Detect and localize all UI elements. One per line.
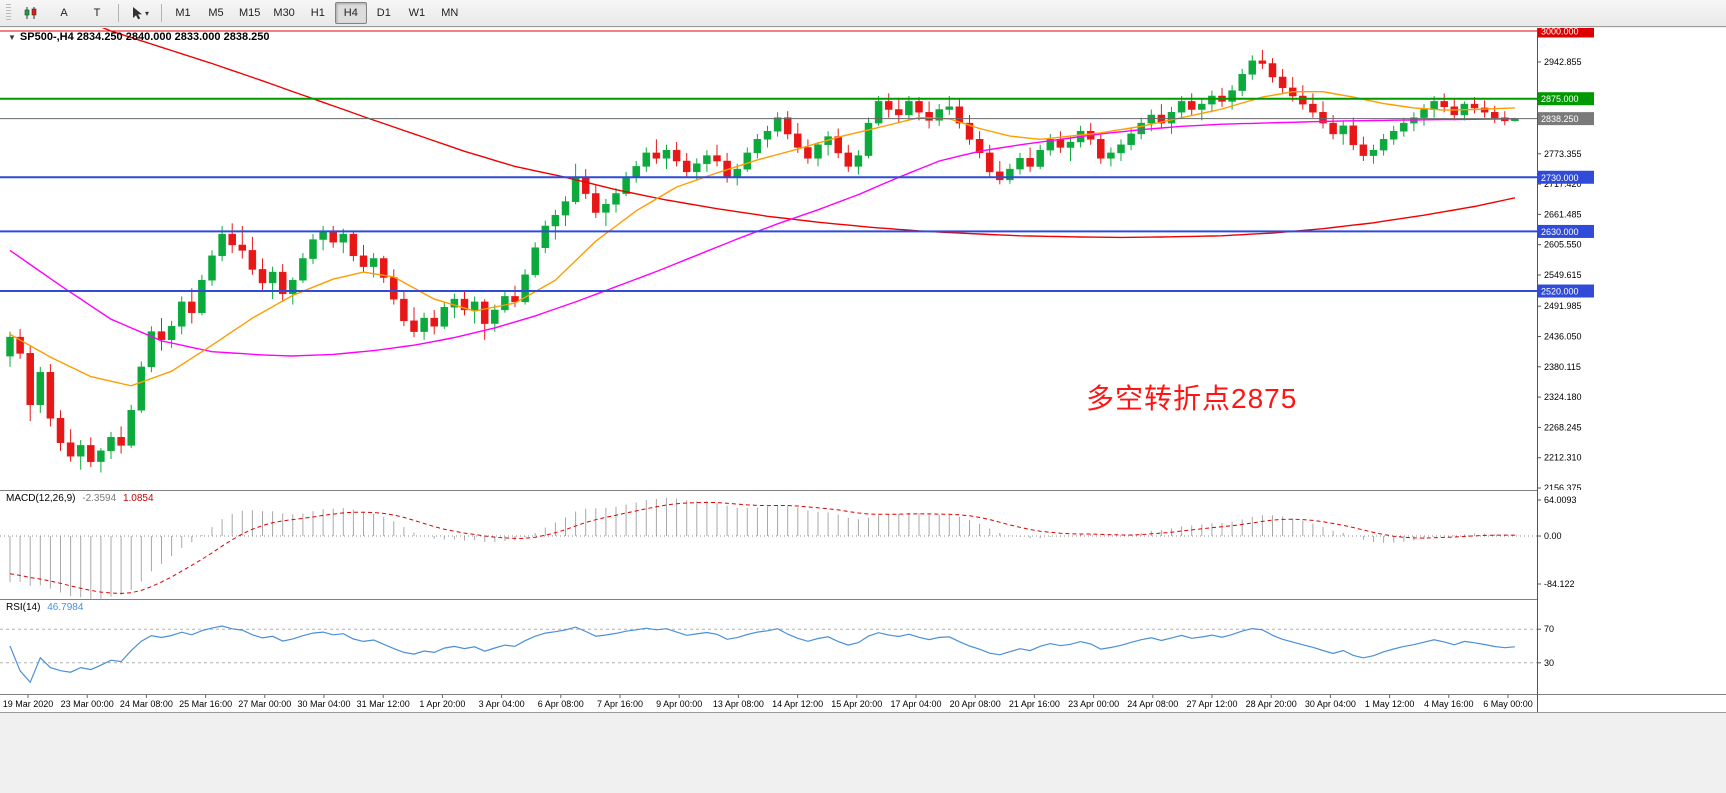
svg-text:70: 70 [1544,624,1554,634]
svg-text:13 Apr 08:00: 13 Apr 08:00 [713,699,764,709]
toolbar-separator [161,4,162,22]
svg-text:27 Apr 12:00: 27 Apr 12:00 [1186,699,1237,709]
svg-text:2730.000: 2730.000 [1541,173,1579,183]
svg-text:31 Mar 12:00: 31 Mar 12:00 [357,699,410,709]
time-axis[interactable]: 19 Mar 2020 23 Mar 00:00 24 Mar 08:00 25 Ma… [0,694,1726,712]
macd-value-main: -2.3594 [82,493,117,504]
svg-text:2324.180: 2324.180 [1544,392,1582,402]
timeframe-button-h1[interactable]: H1 [310,7,325,19]
svg-text:4 May 16:00: 4 May 16:00 [1424,699,1474,709]
svg-text:30 Mar 04:00: 30 Mar 04:00 [297,699,350,709]
svg-text:6 May 00:00: 6 May 00:00 [1483,699,1533,709]
svg-text:2717.420: 2717.420 [1544,179,1582,189]
dropdown-caret-icon: ▾ [144,8,149,18]
svg-text:2630.000: 2630.000 [1541,227,1579,237]
svg-text:2212.310: 2212.310 [1544,453,1582,463]
symbol-ohlc-text: SP500-,H4 2834.250 2840.000 2833.000 283… [19,31,270,43]
svg-text:1 May 12:00: 1 May 12:00 [1365,699,1415,709]
main-chart-panel[interactable]: 2942.855 2773.355 2717.420 2661.485 2605.550… [0,28,1726,490]
svg-text:21 Apr 16:00: 21 Apr 16:00 [1009,699,1060,709]
collapse-triangle-icon[interactable]: ▼ [8,32,16,42]
toolbar-grip[interactable] [6,4,11,22]
svg-text:15 Apr 20:00: 15 Apr 20:00 [831,699,882,709]
chart-area: 2942.855 2773.355 2717.420 2661.485 2605.550… [0,28,1726,793]
timeframe-button-m5[interactable]: M5 [208,7,224,19]
timeframe-button-m1[interactable]: M1 [175,7,191,19]
svg-text:25 Mar 16:00: 25 Mar 16:00 [179,699,232,709]
macd-panel[interactable]: 64.0093 0.00 -84.122 [0,490,1726,599]
timeframe-button-w1[interactable]: W1 [408,7,426,19]
svg-text:2436.050: 2436.050 [1544,331,1582,341]
svg-text:30 Apr 04:00: 30 Apr 04:00 [1305,699,1356,709]
svg-text:3000.000: 3000.000 [1541,28,1579,37]
rsi-label: RSI(14) [6,602,41,613]
svg-text:27 Mar 00:00: 27 Mar 00:00 [238,699,291,709]
toolbar: A T ▾ M1 M5 M15 M30 H1 H4 D1 W1 MN [0,0,1726,27]
svg-text:2156.375: 2156.375 [1544,483,1582,490]
svg-text:2661.485: 2661.485 [1544,209,1582,219]
annotate-a-button[interactable]: A [60,7,68,19]
cursor-tool-button[interactable]: ▾ [124,2,156,24]
svg-text:0.00: 0.00 [1544,531,1562,541]
svg-text:20 Apr 08:00: 20 Apr 08:00 [950,699,1001,709]
rsi-value: 46.7984 [47,602,84,613]
svg-text:2520.000: 2520.000 [1541,287,1579,297]
cursor-icon [132,7,142,20]
svg-text:2549.615: 2549.615 [1544,270,1582,280]
toolbar-separator [118,4,119,22]
macd-label: MACD(12,26,9) [6,493,76,504]
macd-header: MACD(12,26,9) -2.3594 1.0854 [6,493,158,504]
svg-text:2838.250: 2838.250 [1541,114,1579,124]
text-t-button[interactable]: T [93,7,101,19]
svg-text:2491.985: 2491.985 [1544,301,1582,311]
timeframe-button-m30[interactable]: M30 [273,7,295,19]
svg-text:2268.245: 2268.245 [1544,422,1582,432]
rsi-header: RSI(14) 46.7984 [6,602,87,613]
timeframe-button-h4[interactable]: H4 [334,2,367,24]
svg-text:24 Apr 08:00: 24 Apr 08:00 [1127,699,1178,709]
svg-text:9 Apr 00:00: 9 Apr 00:00 [656,699,702,709]
candlestick-icon [24,7,37,19]
timeframe-buttons: M1 M5 M15 M30 H1 H4 D1 W1 MN [167,2,466,24]
svg-text:-84.122: -84.122 [1544,579,1575,589]
svg-text:2942.855: 2942.855 [1544,57,1582,67]
chart-type-button[interactable] [15,2,47,24]
svg-text:1 Apr 20:00: 1 Apr 20:00 [419,699,465,709]
svg-text:19 Mar 2020: 19 Mar 2020 [3,699,54,709]
svg-text:23 Apr 00:00: 23 Apr 00:00 [1068,699,1119,709]
svg-text:2605.550: 2605.550 [1544,240,1582,250]
chart-annotation[interactable]: 多空转折点2875 [1086,383,1298,414]
svg-text:3 Apr 04:00: 3 Apr 04:00 [479,699,525,709]
svg-text:24 Mar 08:00: 24 Mar 08:00 [120,699,173,709]
svg-text:2773.355: 2773.355 [1544,149,1582,159]
svg-text:14 Apr 12:00: 14 Apr 12:00 [772,699,823,709]
svg-text:30: 30 [1544,658,1554,668]
rsi-panel[interactable]: 70 30 [0,599,1726,694]
svg-text:28 Apr 20:00: 28 Apr 20:00 [1246,699,1297,709]
timeframe-button-mn[interactable]: MN [441,7,459,19]
svg-text:2875.000: 2875.000 [1541,94,1579,104]
timeframe-button-d1[interactable]: D1 [376,7,391,19]
svg-text:2380.115: 2380.115 [1544,362,1581,372]
svg-text:23 Mar 00:00: 23 Mar 00:00 [61,699,114,709]
svg-text:64.0093: 64.0093 [1544,495,1577,505]
macd-value-signal: 1.0854 [122,493,154,504]
svg-text:7 Apr 16:00: 7 Apr 16:00 [597,699,643,709]
symbol-header: ▼ SP500-,H4 2834.250 2840.000 2833.000 2… [8,31,269,43]
bottom-strip [0,712,1726,793]
svg-text:17 Apr 04:00: 17 Apr 04:00 [890,699,941,709]
svg-text:6 Apr 08:00: 6 Apr 08:00 [538,699,584,709]
timeframe-button-m15[interactable]: M15 [239,7,261,19]
